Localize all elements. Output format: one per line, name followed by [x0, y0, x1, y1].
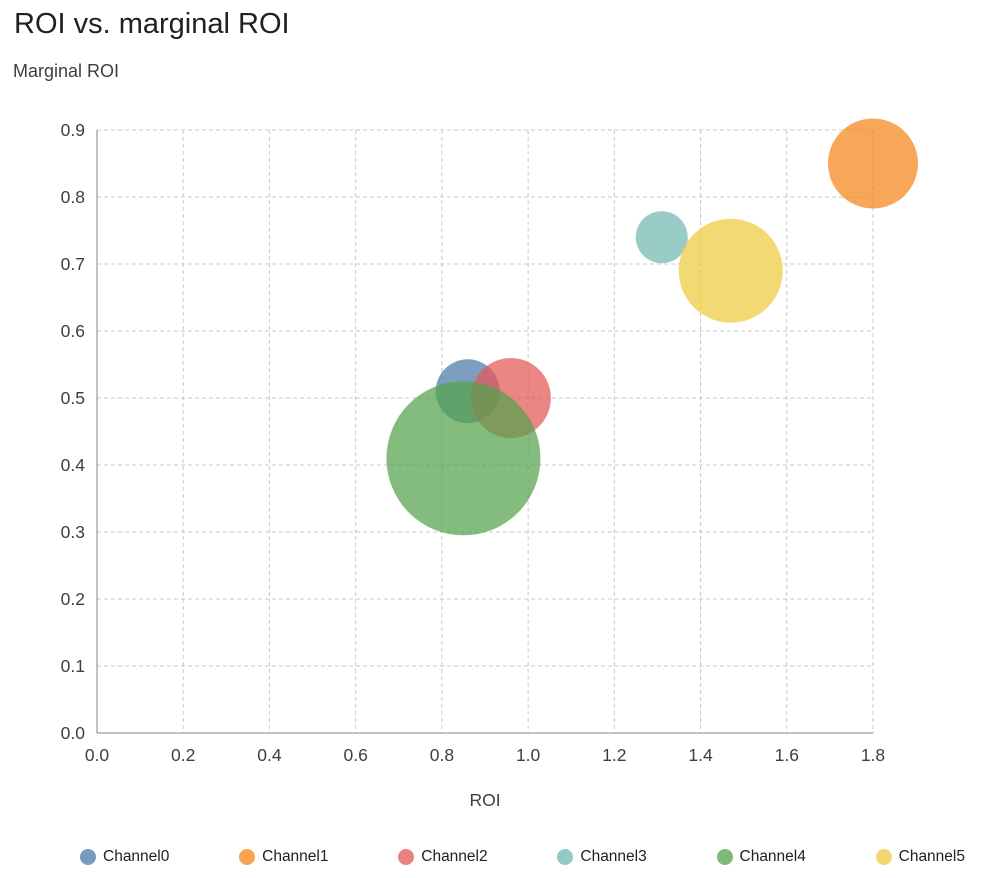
bubble-channel1[interactable]	[828, 118, 918, 209]
legend-label: Channel2	[421, 848, 488, 865]
legend-label: Channel0	[103, 848, 170, 865]
legend-label: Channel1	[262, 848, 329, 865]
legend-item-channel2: Channel2	[398, 848, 488, 866]
bubble-chart-canvas: 0.0 0.2 0.4 0.6 0.8 1.0 1.2 1.4 1.6 1.8 0.0 0.1 0.2 0…	[61, 118, 918, 810]
bubble-channel3[interactable]	[635, 211, 688, 264]
legend-marker-icon	[875, 849, 892, 865]
x-tick-label: 1.6	[775, 745, 799, 765]
legend-item-channel3: Channel3	[557, 848, 647, 866]
legend-item-channel1: Channel1	[239, 848, 328, 866]
x-tick-label: 1.0	[516, 745, 541, 765]
y-tick-label: 0.1	[61, 656, 85, 676]
x-axis-title: ROI	[469, 790, 500, 810]
y-tick-label: 0.3	[61, 522, 85, 542]
y-tick-label: 0.5	[61, 388, 85, 408]
legend-label: Channel3	[580, 848, 647, 865]
chart-title: ROI vs. marginal ROI	[14, 8, 290, 40]
y-axis-title: Marginal ROI	[13, 61, 120, 81]
x-tick-label: 0.8	[430, 745, 454, 765]
x-tick-label: 0.6	[344, 745, 368, 765]
y-tick-label: 0.6	[61, 321, 85, 341]
y-tick-label: 0.7	[61, 254, 85, 274]
bubble-channel4[interactable]	[386, 381, 541, 536]
x-tick-label: 0.0	[85, 745, 110, 765]
legend-item-channel0: Channel0	[80, 848, 169, 866]
y-tick-label: 0.4	[61, 455, 86, 475]
legend-item-channel5: Channel5	[875, 848, 965, 866]
legend-label: Channel5	[898, 848, 965, 865]
y-tick-label: 0.8	[61, 187, 85, 207]
legend-marker-icon	[716, 849, 733, 865]
legend-marker-icon	[398, 849, 415, 865]
x-tick-label: 1.2	[602, 745, 626, 765]
x-tick-label: 0.2	[171, 745, 195, 765]
legend-marker-icon	[557, 849, 574, 865]
legend-marker-icon	[80, 849, 96, 865]
legend-label: Channel4	[739, 848, 806, 865]
y-tick-label: 0.9	[61, 120, 85, 140]
legend-item-channel4: Channel4	[716, 848, 806, 866]
x-tick-label: 1.8	[861, 745, 885, 765]
x-tick-label: 0.4	[257, 745, 282, 765]
x-tick-label: 1.4	[688, 745, 713, 765]
legend-marker-icon	[239, 849, 256, 865]
chart-legend: Channel0 Channel1 Channel2 Channel3 Channel4…	[80, 848, 965, 866]
y-tick-label: 0.2	[61, 589, 85, 609]
y-tick-label: 0.0	[61, 723, 86, 743]
bubble-channel5[interactable]	[678, 218, 783, 323]
